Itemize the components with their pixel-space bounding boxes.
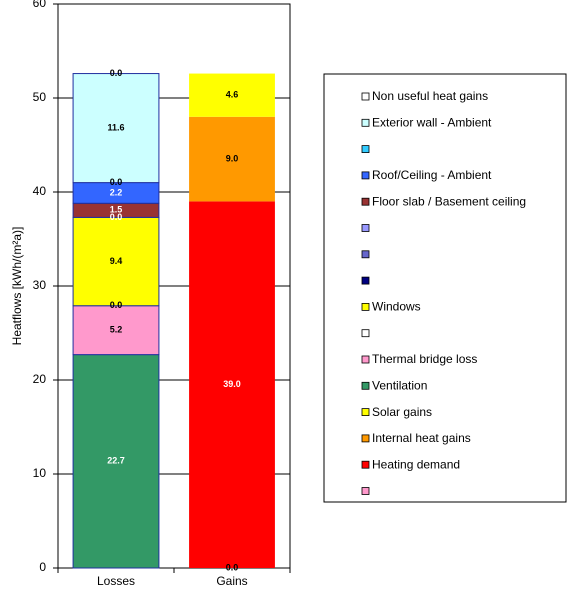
bar-segment [189, 116, 275, 202]
legend-swatch [361, 197, 370, 206]
value-label: 5.2 [110, 325, 123, 335]
legend-swatch [361, 224, 370, 232]
y-tick-label: 40 [33, 184, 47, 198]
legend-swatch [361, 434, 370, 443]
legend-swatch [361, 329, 370, 338]
value-label: 0.0 [110, 177, 123, 187]
legend-swatch [361, 408, 370, 417]
legend-label: Internal heat gains [372, 431, 471, 445]
legend-swatch [361, 171, 370, 180]
legend-label: Solar gains [372, 405, 432, 419]
legend-swatch [361, 302, 370, 311]
bar-segment [72, 354, 160, 569]
legend-label: Ventilation [372, 378, 427, 392]
legend-swatch [361, 145, 370, 154]
legend-swatch [361, 276, 370, 285]
legend-label: Floor slab / Basement ceiling [372, 194, 526, 208]
bar-segment [72, 73, 160, 184]
legend-label: Non useful heat gains [372, 89, 488, 103]
legend-swatch [361, 250, 370, 259]
value-label: 11.6 [107, 122, 124, 132]
legend-label: Thermal bridge loss [372, 352, 477, 366]
value-label: 1.5 [110, 205, 123, 215]
legend-label: Exterior wall - Ambient [372, 115, 492, 129]
legend-swatch [361, 381, 370, 390]
y-tick-label: 0 [39, 560, 46, 574]
value-label: 0.0 [226, 562, 239, 572]
bar-segment [189, 73, 275, 117]
legend-swatch [361, 487, 370, 495]
value-label: 0.0 [110, 212, 123, 222]
y-tick-label: 10 [33, 466, 47, 480]
value-label: 2.2 [110, 187, 123, 197]
y-tick-label: 50 [33, 90, 47, 104]
legend-swatch [361, 92, 370, 101]
x-tick-label: Losses [97, 574, 135, 588]
bar-segment [189, 201, 275, 568]
value-label: 0.0 [110, 300, 123, 310]
value-label: 39.0 [223, 379, 241, 389]
value-label: 9.4 [110, 256, 123, 266]
value-label: 22.7 [107, 456, 125, 466]
bar-segment [72, 305, 160, 356]
y-tick-label: 20 [33, 372, 47, 386]
value-label: 9.0 [226, 153, 239, 163]
legend-label: Roof/Ceiling - Ambient [372, 168, 492, 182]
legend-swatch [361, 355, 370, 364]
y-tick-label: 30 [33, 278, 47, 292]
legend-swatch [361, 460, 370, 469]
legend-label: Windows [372, 300, 421, 314]
y-axis-label: Heatflows [kWh/(m²a)] [10, 227, 24, 346]
bar-segment [72, 216, 160, 307]
legend-swatch [361, 118, 370, 127]
x-tick-label: Gains [216, 574, 247, 588]
value-label: 4.6 [226, 90, 239, 100]
y-tick-label: 60 [33, 0, 47, 10]
legend-label: Heating demand [372, 457, 460, 471]
value-label: 0.0 [110, 68, 123, 78]
